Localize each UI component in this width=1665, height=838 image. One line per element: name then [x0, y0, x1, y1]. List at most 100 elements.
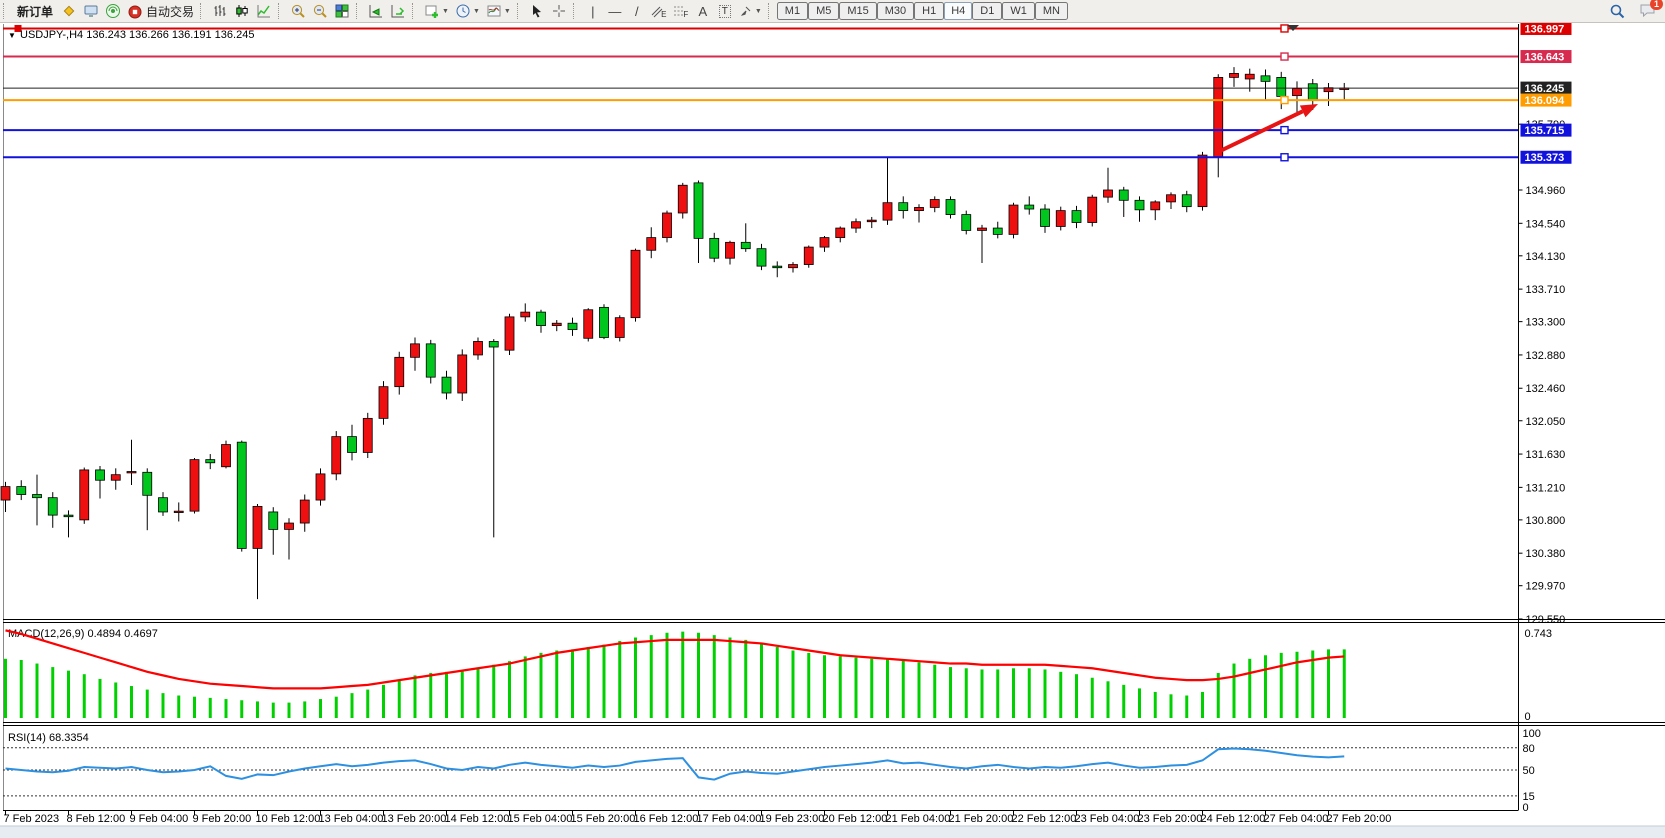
candle-body: [1118, 189, 1129, 201]
signal-icon[interactable]: [102, 1, 124, 21]
toolbar: 新订单 自动交易: [0, 0, 1665, 23]
zoom-in-icon[interactable]: [287, 1, 309, 21]
price-axis-tick-label: 132.460: [1526, 383, 1566, 395]
candle-body: [79, 469, 90, 521]
time-axis-label: 8 Feb 12:00: [67, 813, 126, 825]
candle-body: [378, 386, 389, 419]
auto-scroll-icon[interactable]: [365, 1, 387, 21]
candle-body: [110, 474, 121, 481]
candle-body: [772, 265, 783, 269]
price-axis-tick-label: 133.710: [1526, 284, 1566, 296]
auto-trading-button[interactable]: 自动交易: [124, 1, 197, 21]
time-axis-label: 14 Feb 12:00: [445, 813, 510, 825]
tf-m5[interactable]: M5: [808, 2, 840, 20]
price-axis-tick-label: 134.540: [1526, 218, 1566, 230]
candle-body: [551, 322, 562, 326]
tf-w1[interactable]: W1: [1002, 2, 1035, 20]
tf-m1[interactable]: M1: [776, 2, 809, 20]
price-axis-tick-label: 131.210: [1526, 482, 1566, 494]
candle-body: [788, 264, 798, 269]
rsi-label: RSI(14) 68.3354: [8, 732, 89, 744]
trend-arrow-head[interactable]: [1299, 104, 1318, 118]
toolbar-right: 1: [1606, 0, 1665, 21]
arrows-icon[interactable]: ▼: [736, 1, 765, 21]
label-icon[interactable]: T: [714, 1, 736, 21]
candle-body: [567, 322, 578, 330]
text-icon[interactable]: A: [692, 1, 714, 21]
notification-badge: 1: [1649, 0, 1663, 10]
line-handle[interactable]: [1280, 95, 1289, 105]
candle-body: [63, 514, 74, 518]
collapse-icon: ▼: [8, 31, 16, 40]
candle-body: [47, 497, 58, 516]
line-handle[interactable]: [14, 24, 22, 32]
chart-shift-icon[interactable]: [387, 1, 409, 21]
price-axis-tick-label: 131.630: [1526, 449, 1566, 461]
candle-body: [1307, 83, 1318, 101]
template-icon[interactable]: ▼: [483, 1, 514, 21]
time-axis-label: 9 Feb 20:00: [193, 813, 252, 825]
label-letter: T: [718, 4, 731, 18]
line-handle[interactable]: [1280, 125, 1289, 135]
rsi-level-label: 80: [1523, 743, 1535, 755]
horizontal-line-icon[interactable]: —: [604, 1, 626, 21]
vertical-line-icon[interactable]: |: [582, 1, 604, 21]
search-icon[interactable]: [1606, 1, 1629, 21]
tf-h1[interactable]: H1: [914, 2, 945, 20]
rsi-level-label: 15: [1523, 791, 1535, 803]
candle-body: [268, 511, 279, 530]
toolbar-grip: [278, 3, 283, 19]
line-handle[interactable]: [1280, 24, 1289, 33]
bar-chart-icon[interactable]: [209, 1, 231, 21]
fibonacci-icon[interactable]: F: [670, 1, 692, 21]
depth-of-market-icon[interactable]: [58, 1, 80, 21]
channel-icon[interactable]: E: [648, 1, 670, 21]
fibo-letter: F: [683, 9, 689, 19]
line-handle[interactable]: [1280, 52, 1289, 61]
time-axis-label: 21 Feb 20:00: [949, 813, 1014, 825]
new-order-button[interactable]: 新订单: [12, 1, 58, 21]
new-chart-button[interactable]: ▼: [421, 1, 452, 21]
candle-body: [599, 306, 609, 338]
candle-body: [662, 212, 672, 238]
crosshair-icon[interactable]: [548, 1, 570, 21]
tile-windows-icon[interactable]: [331, 1, 353, 21]
candle-body: [740, 241, 751, 250]
tf-h4[interactable]: H4: [944, 2, 973, 20]
chart-shift-marker[interactable]: [1287, 25, 1299, 31]
tf-d1[interactable]: D1: [972, 2, 1003, 20]
tf-mn[interactable]: MN: [1034, 2, 1068, 20]
tf-m30[interactable]: M30: [876, 2, 915, 20]
candlestick-chart-icon[interactable]: [231, 1, 253, 21]
time-axis-label: 20 Feb 12:00: [823, 813, 888, 825]
candle-body: [583, 309, 594, 339]
candle-body: [0, 486, 11, 501]
candle-body: [725, 241, 735, 259]
cursor-icon[interactable]: [526, 1, 548, 21]
text-letter: A: [698, 3, 708, 19]
candle-body: [410, 343, 420, 358]
periodicity-icon[interactable]: ▼: [452, 1, 483, 21]
tf-m15[interactable]: M15: [839, 2, 877, 20]
price-line-label-bg: [1520, 93, 1572, 107]
price-axis-tick-label: 129.970: [1526, 581, 1566, 593]
time-axis-label: 27 Feb 04:00: [1264, 813, 1329, 825]
price-axis-tick-label: 130.800: [1526, 515, 1566, 527]
timeframe-bar: M1 M5 M15 M30 H1 H4 D1 W1 MN: [776, 2, 1068, 20]
notifications-button[interactable]: 1: [1639, 0, 1663, 21]
price-line-label-bg: [1520, 123, 1572, 137]
price-line-label-bg: [1520, 21, 1572, 35]
time-axis-label: 22 Feb 12:00: [1012, 813, 1077, 825]
trend-arrow-line[interactable]: [1217, 109, 1304, 154]
trendline-icon[interactable]: /: [626, 1, 648, 21]
line-handle[interactable]: [1280, 153, 1289, 162]
terminal-icon[interactable]: [80, 1, 102, 21]
price-line-label: 136.997: [1525, 23, 1565, 35]
line-chart-icon[interactable]: [253, 1, 275, 21]
zoom-out-icon[interactable]: [309, 1, 331, 21]
candle-body: [331, 436, 342, 475]
candle-body: [520, 311, 531, 318]
candle-body: [803, 246, 814, 265]
candle-body: [299, 499, 310, 524]
